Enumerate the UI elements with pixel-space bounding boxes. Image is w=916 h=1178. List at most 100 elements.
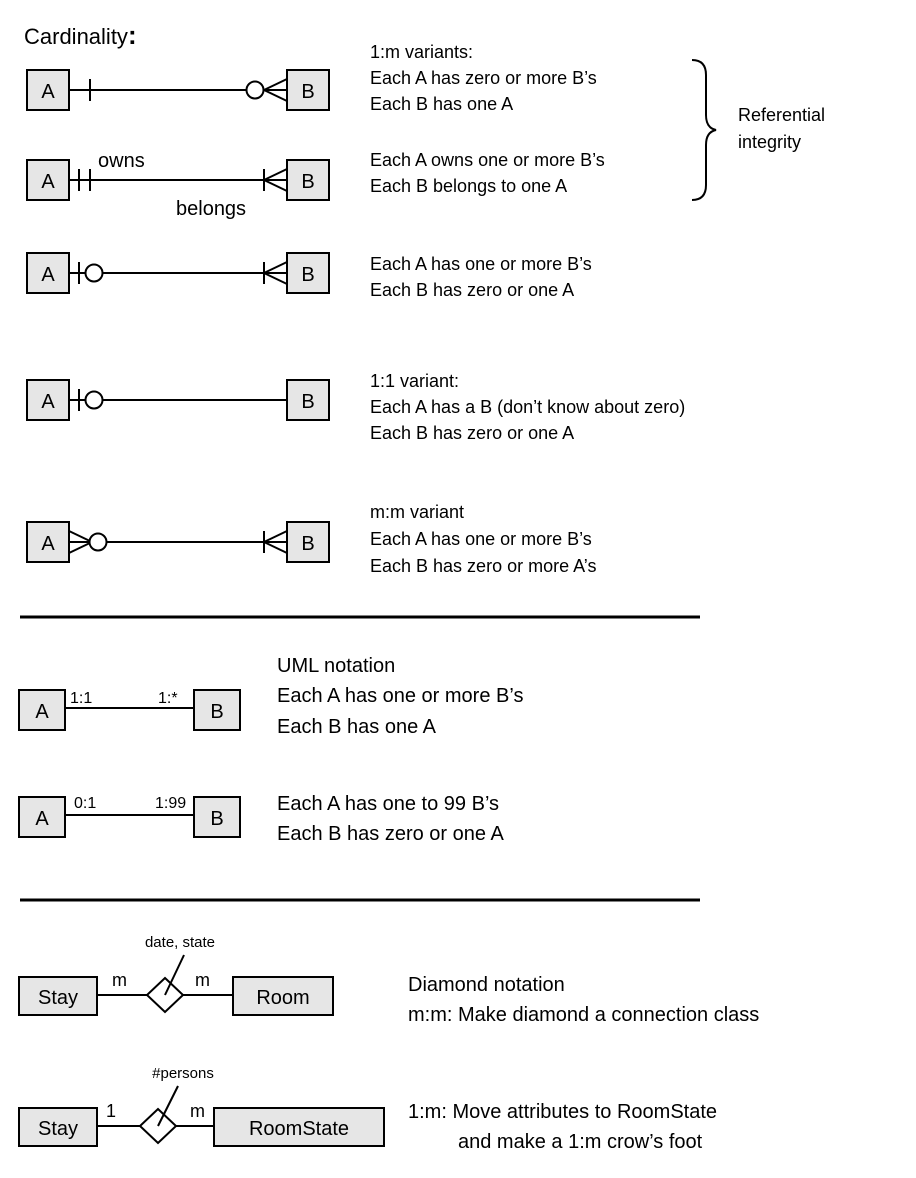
diamond-row-2: Stay #persons 1 m RoomState 1:m: Move at… (18, 1065, 717, 1153)
entity-b-label: B (210, 808, 223, 830)
crows-foot-lower (263, 541, 288, 554)
block-line: Each B has zero or more A’s (370, 556, 596, 576)
multiplicity-right: 1:99 (155, 795, 186, 812)
entity-a-label: A (35, 808, 49, 830)
entity-roomstate-box (213, 1107, 385, 1147)
block-line: Each A has a B (don’t know about zero) (370, 397, 685, 417)
entity-a-label: A (41, 264, 55, 286)
multiplicity-right: m (195, 970, 210, 990)
entity-a-label: A (35, 701, 49, 723)
entity-b-label: B (301, 81, 314, 103)
block-line: Each A has one or more B’s (370, 254, 592, 274)
multiplicity-left: m (112, 970, 127, 990)
zero-circle-marker (88, 532, 108, 552)
entity-stay-box (18, 1107, 98, 1147)
entity-b-box (193, 796, 241, 838)
block-heading: UML notation (277, 655, 395, 677)
entity-b-label: B (301, 533, 314, 555)
entity-a-box (18, 796, 66, 838)
multiplicity-left: 1:1 (70, 690, 92, 707)
entity-a-label: A (41, 171, 55, 193)
block-line: Diamond notation (408, 974, 565, 996)
attribute-connector (164, 954, 185, 996)
entity-b-label: B (301, 391, 314, 413)
entity-b-label: B (301, 171, 314, 193)
crows-foot-upper (263, 530, 288, 543)
crows-foot-upper (68, 530, 93, 543)
multiplicity-left: 1 (106, 1101, 116, 1121)
entity-b-box (286, 252, 330, 294)
entity-b-box (193, 689, 241, 731)
entity-a-box (26, 159, 70, 201)
block-heading: 1:1 variant: (370, 371, 459, 391)
block-line: m:m: Make diamond a connection class (408, 1004, 759, 1026)
entity-a-box (18, 689, 66, 731)
block-line: Each B has zero or one A (370, 280, 574, 300)
role-label-owns: owns (98, 150, 145, 172)
entity-a-label: A (41, 533, 55, 555)
relationship-attributes: date, state (145, 934, 215, 951)
block-heading: 1:m variants: (370, 42, 473, 62)
block-line: Each B has one A (370, 94, 513, 114)
entity-b-box (286, 159, 330, 201)
diamond-row-1: Stay date, state m m Room Diamond notati… (18, 934, 759, 1026)
block-line: and make a 1:m crow’s foot (458, 1131, 703, 1153)
curly-brace (691, 59, 717, 201)
relationship-attributes: #persons (152, 1065, 214, 1082)
block-heading: m:m variant (370, 502, 464, 522)
block-line: Each B has zero or one A (277, 823, 504, 845)
entity-stay-box (18, 976, 98, 1016)
multiplicity-right: 1:* (158, 690, 178, 707)
entity-a-label: A (41, 391, 55, 413)
brace-label: integrity (738, 132, 801, 152)
crows-foot-upper (263, 78, 288, 91)
er-row-2: A B owns belongs Each A owns one or more… (26, 150, 605, 220)
crows-foot-lower (68, 541, 93, 554)
entity-room-box (232, 976, 334, 1016)
er-row-3: A B Each A has one or more B’s Each B ha… (26, 252, 592, 300)
entity-a-box (26, 521, 70, 563)
entity-stay-label: Stay (38, 987, 78, 1009)
block-line: Each A has one or more B’s (277, 685, 523, 707)
block-line: Each A owns one or more B’s (370, 150, 605, 170)
referential-integrity-brace: Referential integrity (691, 59, 825, 201)
entity-a-box (26, 379, 70, 421)
block-line: Each A has one to 99 B’s (277, 793, 499, 815)
entity-b-box (286, 521, 330, 563)
entity-roomstate-label: RoomState (249, 1118, 349, 1140)
zero-circle-marker (245, 80, 265, 100)
block-line: Each A has zero or more B’s (370, 68, 597, 88)
entity-room-label: Room (256, 987, 309, 1009)
zero-circle-marker (84, 263, 104, 283)
er-row-5: A B m:m variant Each A has one or more B… (26, 502, 596, 576)
crows-foot-lower (263, 272, 288, 285)
crows-foot-upper (263, 168, 288, 181)
zero-circle-marker (84, 390, 104, 410)
entity-b-box (286, 379, 330, 421)
crows-foot-upper (263, 261, 288, 274)
entity-a-box (26, 252, 70, 294)
crows-foot-lower (263, 179, 288, 192)
block-line: Each A has one or more B’s (370, 529, 592, 549)
brace-label: Referential (738, 105, 825, 125)
role-label-belongs: belongs (176, 198, 246, 220)
er-row-1: A B 1:m variants: Each A has zero or mor… (26, 42, 597, 114)
diagram-title: Cardinality: (24, 20, 137, 50)
multiplicity-right: m (190, 1101, 205, 1121)
uml-row-1: A B 1:1 1:* UML notation Each A has one … (18, 655, 523, 738)
multiplicity-left: 0:1 (74, 795, 96, 812)
block-line: Each B has zero or one A (370, 423, 574, 443)
entity-a-box (26, 69, 70, 111)
block-line: Each B belongs to one A (370, 176, 567, 196)
entity-b-box (286, 69, 330, 111)
block-line: Each B has one A (277, 716, 437, 738)
crows-foot-lower (263, 89, 288, 102)
er-row-4: A B 1:1 variant: Each A has a B (don’t k… (26, 371, 685, 443)
entity-stay-label: Stay (38, 1118, 78, 1140)
entity-a-label: A (41, 81, 55, 103)
uml-row-2: A B 0:1 1:99 Each A has one to 99 B’s Ea… (18, 793, 504, 845)
attribute-connector (157, 1085, 179, 1127)
entity-b-label: B (301, 264, 314, 286)
block-line: 1:m: Move attributes to RoomState (408, 1101, 717, 1123)
